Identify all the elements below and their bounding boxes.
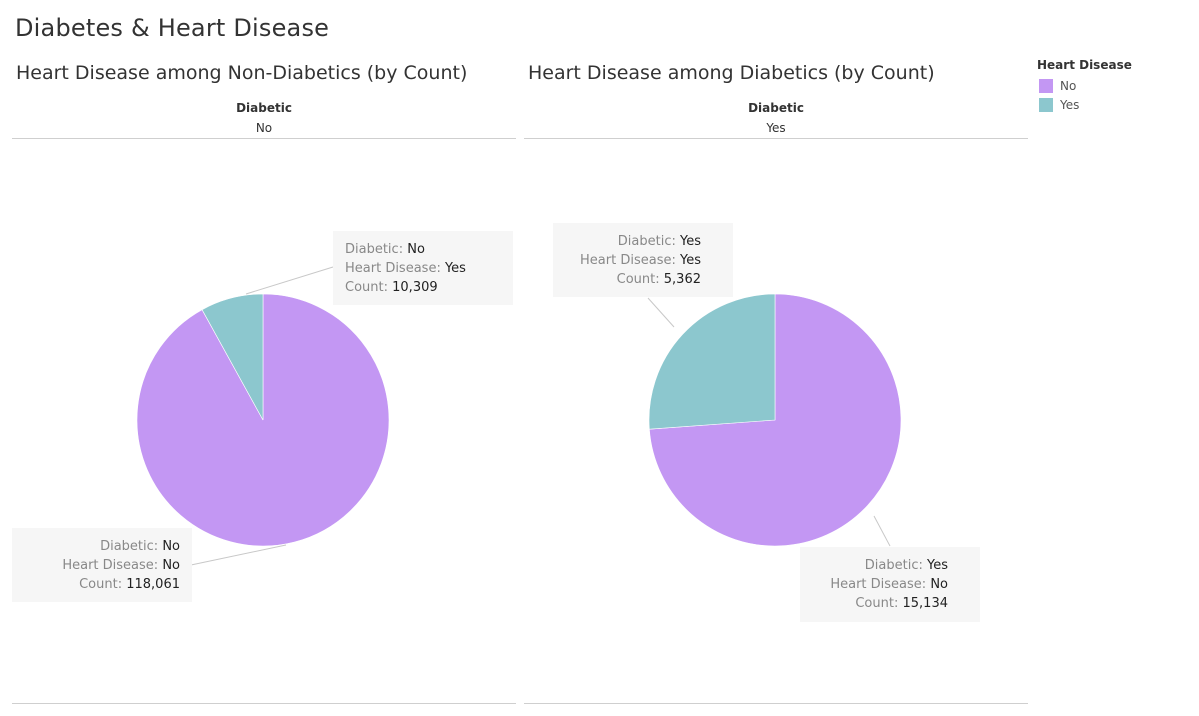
annotation-leader-lines (190, 266, 891, 566)
leader-line (245, 266, 334, 295)
annotation-row: Heart Disease: Yes (580, 253, 701, 268)
pie-slice-yes[interactable] (648, 293, 776, 430)
legend-title: Heart Disease (1037, 58, 1132, 72)
annotation-row: Diabetic: Yes (864, 558, 948, 573)
header-field-value: No (255, 121, 273, 135)
pie-chart-diabetics (648, 293, 902, 547)
annotation-row: Diabetic: No (345, 242, 425, 257)
legend-item-no[interactable]: No (1037, 76, 1132, 95)
chart-title-diabetics: Heart Disease among Diabetics (by Count) (528, 62, 935, 84)
annotation-row: Count: 5,362 (616, 272, 701, 287)
header-field-value: Yes (766, 121, 786, 135)
header-field-label: Diabetic (236, 101, 292, 115)
dashboard-title: Diabetes & Heart Disease (15, 14, 330, 42)
chart-title-non-diabetics: Heart Disease among Non-Diabetics (by Co… (16, 62, 468, 84)
pie-slice-yes[interactable] (201, 293, 264, 421)
annotation-diabetic-no: Diabetic: Yes Heart Disease: No Count: 1… (800, 547, 980, 622)
legend-label: Yes (1060, 97, 1080, 112)
legend-swatch (1039, 97, 1053, 112)
legend: Heart Disease No Yes (1037, 58, 1132, 114)
annotation-row: Count: 15,134 (855, 596, 948, 611)
pane-divider (524, 703, 1028, 704)
leader-line (647, 297, 675, 328)
annotation-row: Heart Disease: No (830, 577, 948, 592)
header-field-label: Diabetic (748, 101, 804, 115)
legend-item-yes[interactable]: Yes (1037, 95, 1132, 114)
annotation-non-diabetic-yes: Diabetic: No Heart Disease: Yes Count: 1… (333, 231, 513, 305)
annotation-row: Diabetic: Yes (617, 234, 701, 249)
annotation-row: Count: 118,061 (79, 577, 180, 592)
annotation-diabetic-yes: Diabetic: Yes Heart Disease: Yes Count: … (553, 223, 733, 297)
annotation-row: Heart Disease: No (62, 558, 180, 573)
leader-line (190, 544, 287, 566)
pane-header-diabetics: Diabetic Yes (524, 100, 1028, 139)
pane-header-non-diabetics: Diabetic No (12, 100, 516, 139)
annotation-non-diabetic-no: Diabetic: No Heart Disease: No Count: 11… (12, 528, 192, 602)
annotation-row: Heart Disease: Yes (345, 261, 466, 276)
legend-swatch (1039, 78, 1053, 93)
annotation-row: Diabetic: No (100, 539, 180, 554)
annotation-row: Count: 10,309 (345, 280, 438, 295)
pie-chart-non-diabetics (136, 293, 390, 547)
legend-label: No (1060, 78, 1077, 93)
leader-line (873, 515, 891, 547)
pane-divider (12, 703, 516, 704)
